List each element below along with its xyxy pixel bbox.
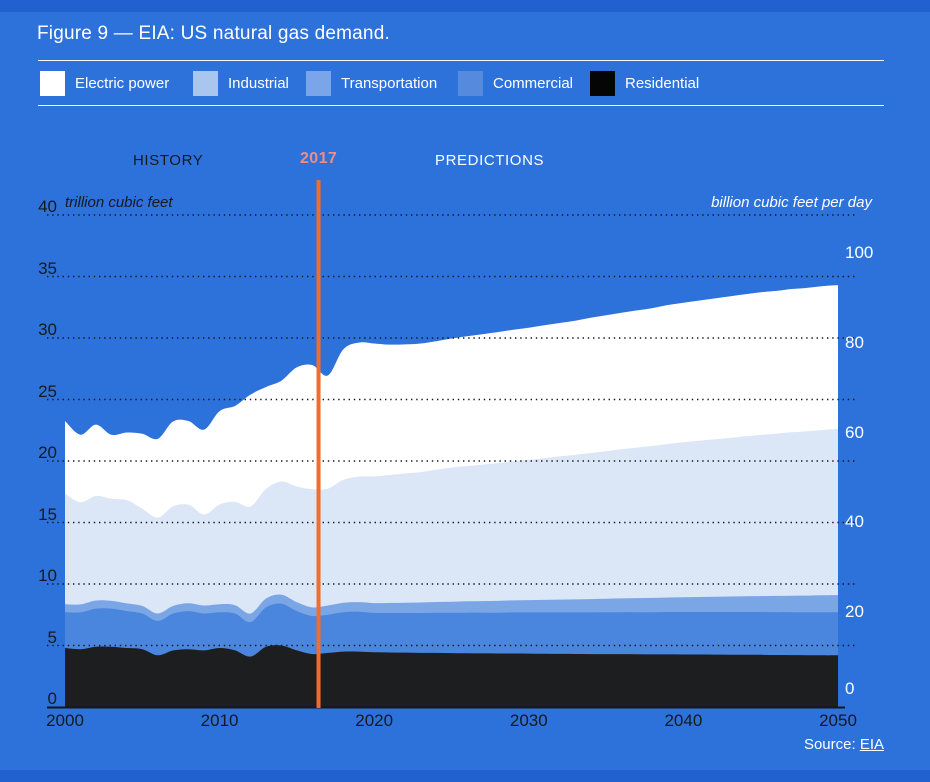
area-residential: [65, 645, 838, 707]
left-axis-tick-30: 30: [38, 320, 57, 339]
source-line: Source: EIA: [804, 736, 884, 753]
right-axis-tick-60: 60: [845, 422, 864, 442]
left-axis-tick-40: 40: [38, 197, 57, 216]
industrial-swatch: [193, 71, 218, 96]
left-axis-tick-15: 15: [38, 504, 57, 524]
source-prefix: Source:: [803, 736, 856, 753]
left-axis-tick-35: 35: [38, 258, 57, 278]
predictions-label: PREDICTIONS: [435, 152, 545, 169]
electric-power-swatch: [40, 71, 65, 96]
right-axis-tick-0: 0: [845, 679, 855, 698]
legend-item-residential: Residential: [590, 71, 699, 96]
right-axis-tick-80: 80: [845, 332, 864, 352]
left-axis-tick-25: 25: [38, 381, 57, 401]
x-axis-tick-2050: 2050: [819, 711, 857, 730]
history-label: HISTORY: [133, 152, 204, 169]
x-axis-tick-2020: 2020: [355, 711, 394, 730]
divider-year-label: 2017: [300, 150, 338, 167]
residential-swatch: [590, 71, 615, 96]
right-axis-tick-20: 20: [845, 602, 864, 622]
x-axis-tick-2010: 2010: [200, 711, 239, 730]
transportation-swatch: [306, 71, 331, 96]
x-axis-tick-2000: 2000: [46, 711, 84, 730]
header-divider-line: [38, 60, 884, 61]
right-axis-tick-40: 40: [845, 512, 864, 532]
left-axis-tick-10: 10: [38, 566, 57, 585]
right-axis-unit: billion cubic feet per day: [711, 194, 872, 211]
left-axis-tick-20: 20: [38, 443, 57, 462]
left-axis-tick-5: 5: [47, 627, 57, 647]
legend-item-transportation: Transportation: [306, 71, 437, 96]
area-industrial: [65, 429, 838, 707]
legend-label-residential: Residential: [625, 75, 700, 92]
legend-label-commercial: Commercial: [493, 75, 574, 92]
left-axis-unit: trillion cubic feet: [65, 194, 173, 211]
area-electric-power: [65, 285, 838, 707]
legend-item-commercial: Commercial: [458, 71, 573, 96]
legend-label-industrial: Industrial: [228, 75, 289, 92]
area-commercial: [65, 603, 838, 707]
top-frame-bar: [0, 0, 930, 12]
figure-title: Figure 9 — EIA: US natural gas demand.: [37, 23, 390, 44]
legend-item-electric-power: Electric power: [40, 71, 169, 96]
commercial-swatch: [458, 71, 483, 96]
legend-label-transportation: Transportation: [341, 75, 438, 92]
legend-divider-line: [38, 105, 884, 106]
bottom-frame-bar: [0, 770, 930, 782]
x-axis-tick-2040: 2040: [664, 711, 703, 730]
legend-label-electric-power: Electric power: [75, 75, 170, 92]
x-axis-tick-2030: 2030: [509, 711, 548, 730]
source-link-eia[interactable]: EIA: [859, 736, 884, 753]
legend-item-industrial: Industrial: [193, 71, 289, 96]
right-axis-tick-100: 100: [845, 243, 874, 263]
left-axis-tick-0: 0: [47, 689, 57, 708]
area-transportation: [65, 594, 838, 707]
